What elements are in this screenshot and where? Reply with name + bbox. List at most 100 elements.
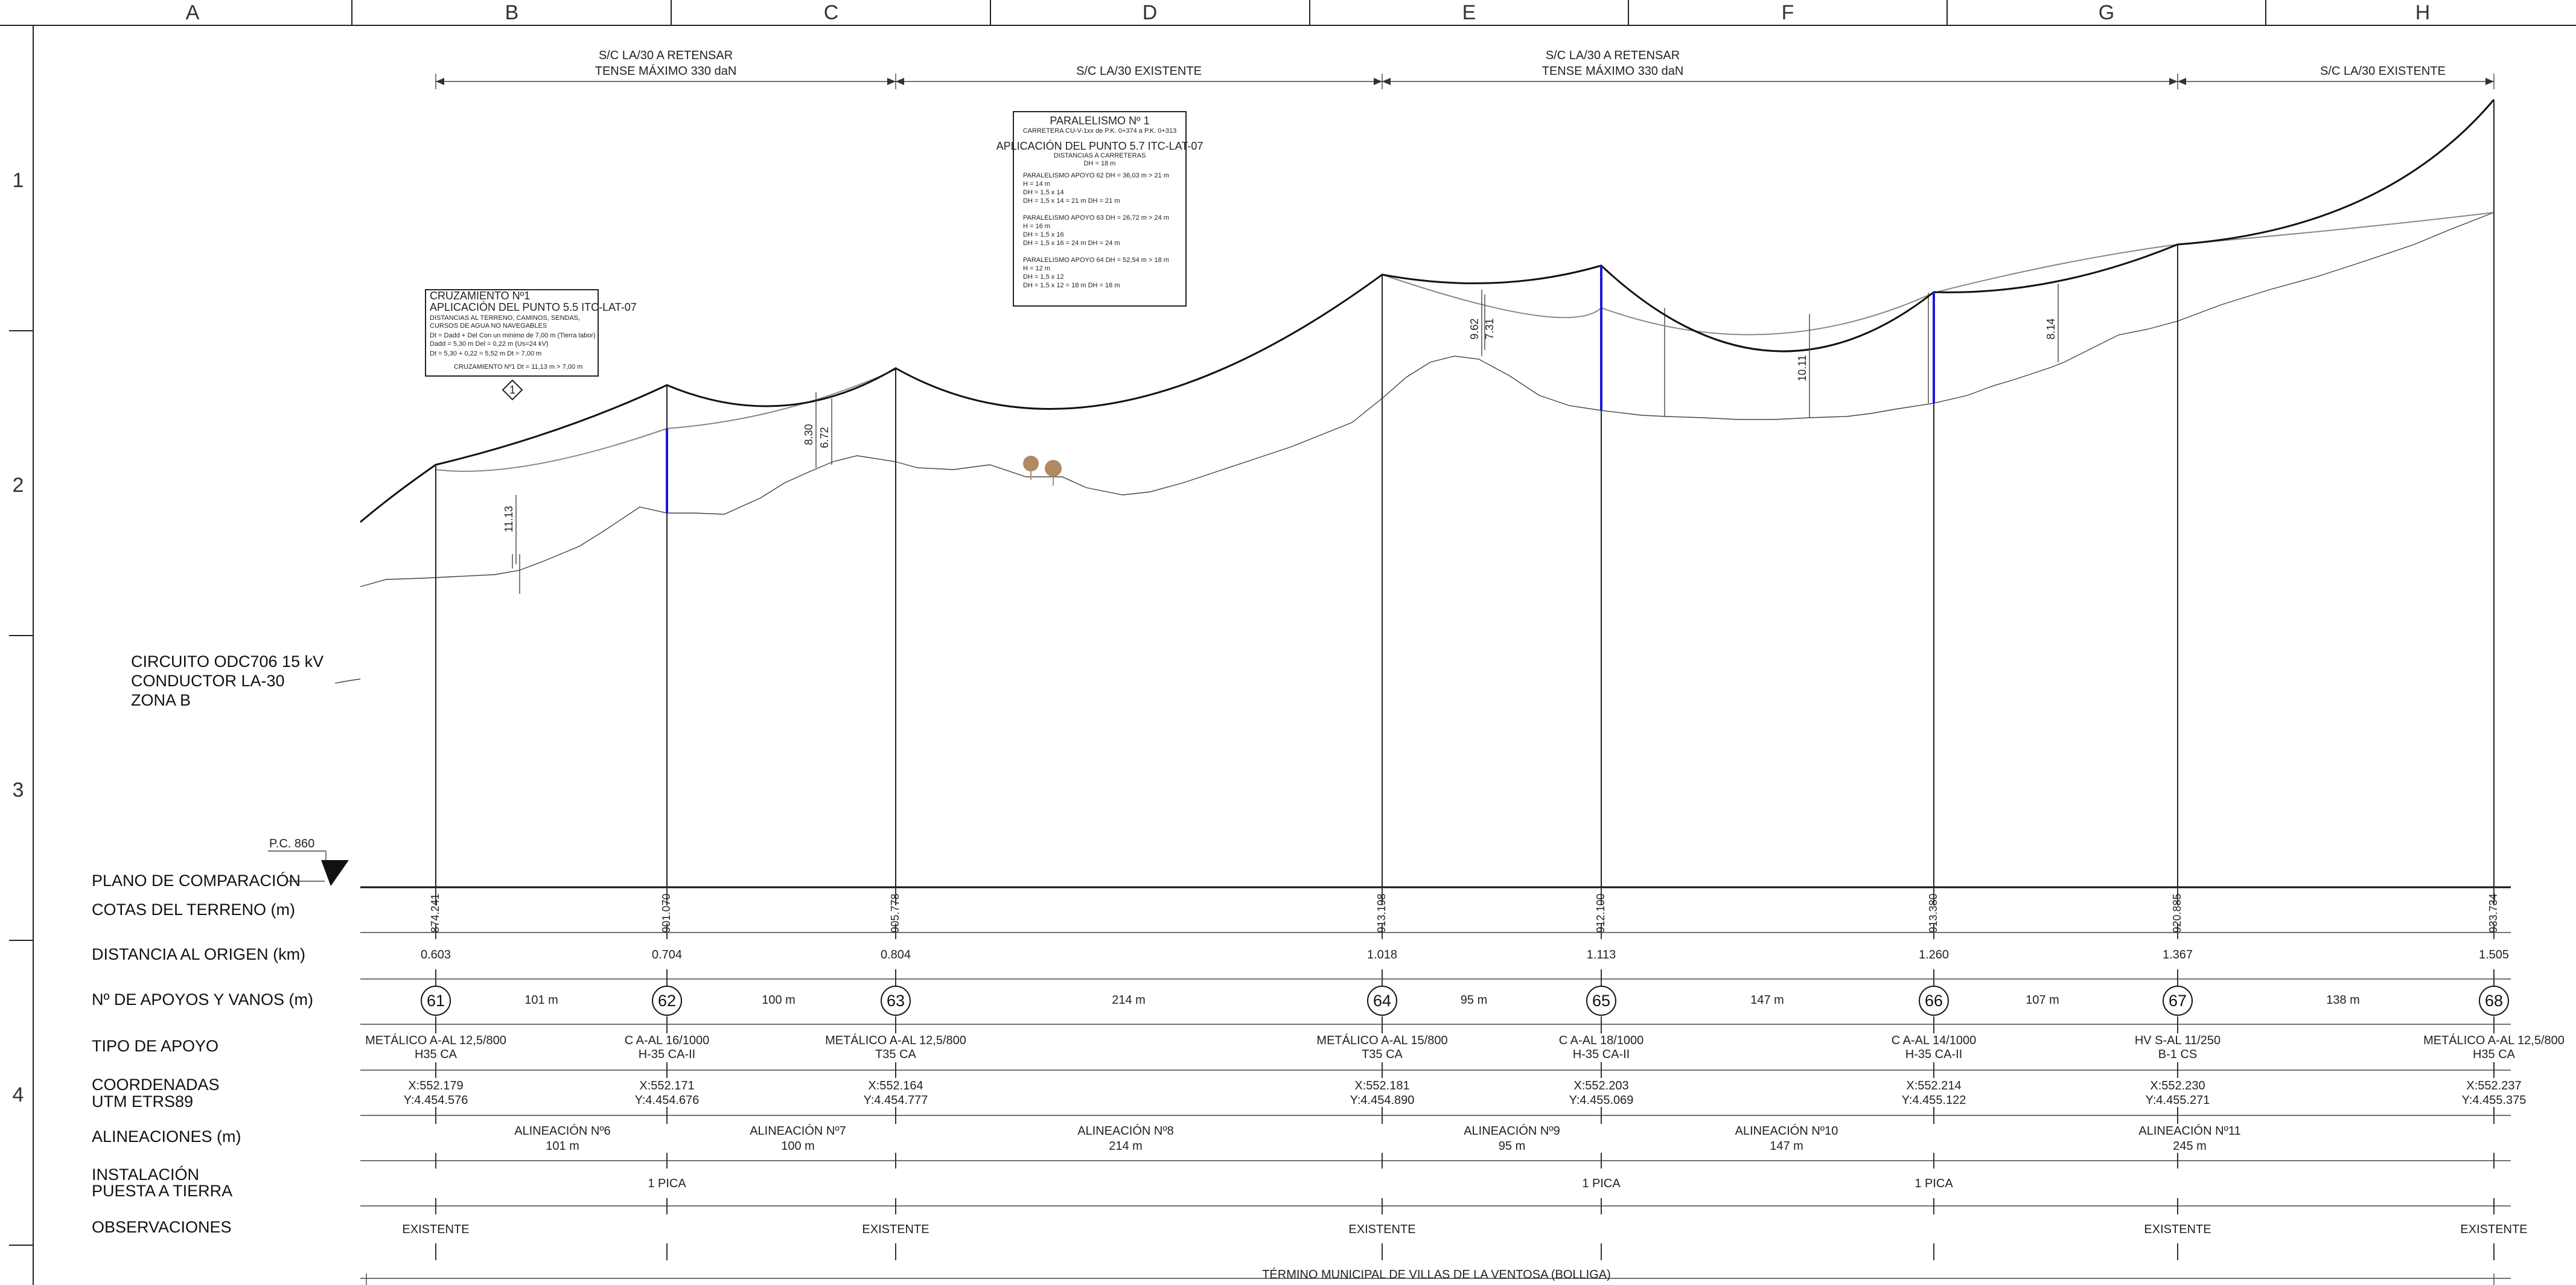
circuit-line-3: ZONA B [131,691,191,709]
alignment-7-length: 100 m [781,1140,815,1153]
support-type-63: METÁLICO A-AL 12,5/800 [825,1033,966,1047]
support-type-62: C A-AL 16/1000 [625,1034,709,1047]
parallel-g3-l4: DH = 1,5 x 12 = 18 m DH = 18 m [1023,282,1120,289]
crossing-line-5: Dt = 5,30 + 0,22 = 5,52 m Dt = 7,00 m [430,350,541,357]
alignment-labels: ALINEACIÓN Nº6 101 m ALINEACIÓN Nº7 100 … [514,1124,2240,1153]
observation-64: EXISTENTE [1348,1223,1415,1236]
coord-y-63: Y:4.454.777 [864,1094,928,1107]
parallel-g3-l1: PARALELISMO APOYO 64 DH = 52,54 m > 18 m [1023,257,1169,264]
municipality-label: TÉRMINO MUNICIPAL DE VILLAS DE LA VENTOS… [1262,1267,1611,1281]
parallel-g3-l3: DH = 1,5 x 12 [1023,273,1064,281]
crossing-line-2: CURSOS DE AGUA NO NAVEGABLES [430,322,547,330]
support-type-code-63: T35 CA [875,1048,916,1061]
coord-y-66: Y:4.455.122 [1902,1094,1966,1107]
clearance-2: 8.30 [803,424,815,445]
coord-x-63: X:552.164 [868,1079,923,1092]
support-circle-67 [2163,986,2193,1016]
alignment-7-name: ALINEACIÓN Nº7 [750,1124,846,1138]
support-type-code-65: H-35 CA-II [1573,1048,1630,1061]
parallel-g1-l2: H = 14 m [1023,180,1050,188]
terrain-elevation-63: 905.778 [889,893,901,933]
support-number-68: 68 [2485,992,2503,1010]
row-coordenadas: COORDENADAS [92,1076,220,1094]
parallel-g3-l2: H = 12 m [1023,265,1050,272]
support-circle-63 [881,986,911,1016]
row-label-1: 1 [13,169,24,192]
column-label-d: D [1143,1,1158,24]
section-2-line1: S/C LA/30 EXISTENTE [1076,65,1202,78]
support-type-64: METÁLICO A-AL 15/800 [1316,1033,1447,1047]
observation-68: EXISTENTE [2460,1223,2527,1236]
support-circle-64 [1367,986,1397,1016]
support-number-67: 67 [2169,992,2187,1010]
span-lengths: 101 m 100 m 214 m 95 m 147 m 107 m 138 m [524,993,2360,1007]
terrain-elevation-64: 913.198 [1376,893,1388,933]
coord-x-67: X:552.230 [2150,1079,2205,1092]
observation-67: EXISTENTE [2144,1223,2211,1236]
alignment-9-name: ALINEACIÓN Nº9 [1464,1124,1560,1138]
coord-y-68: Y:4.455.375 [2462,1094,2527,1107]
parallel-subtitle: CARRETERA CU-V-1xx de P.K. 0+374 a P.K. … [1023,127,1177,135]
distance-origin-61: 0.603 [421,948,451,961]
support-number-65: 65 [1592,992,1610,1010]
row-instalacion: INSTALACIÓN [92,1165,199,1184]
grounding-62: 1 PICA [648,1177,686,1190]
coord-x-65: X:552.203 [1573,1079,1628,1092]
support-type-code-61: H35 CA [415,1048,457,1061]
row-cotas: COTAS DEL TERRENO (m) [92,901,295,919]
terrain-elevation-68: 933.734 [2487,893,2499,933]
terrain-elevation-65: 912.100 [1595,893,1607,933]
support-number-66: 66 [1925,992,1943,1010]
column-label-b: B [505,1,519,24]
row-plano-comparacion: PLANO DE COMPARACIÓN [92,871,301,890]
span-61-62: 101 m [524,993,558,1007]
row-alineaciones: ALINEACIONES (m) [92,1127,241,1146]
distance-origin-63: 0.804 [881,948,911,961]
coord-y-65: Y:4.455.069 [1569,1094,1634,1107]
support-type-code-62: H-35 CA-II [639,1048,695,1061]
crossing-annotation-box: CRUZAMIENTO Nº1 APLICACIÓN DEL PUNTO 5.5… [425,289,637,401]
row-distancia: DISTANCIA AL ORIGEN (km) [92,945,305,963]
clearance-7: 8.14 [2045,318,2057,339]
coord-y-64: Y:4.454.890 [1350,1094,1415,1107]
circuit-label: CIRCUITO ODC706 15 kV CONDUCTOR LA-30 ZO… [131,652,361,709]
crossing-heading: APLICACIÓN DEL PUNTO 5.5 ITC-LAT-07 [430,301,637,313]
alignment-8-name: ALINEACIÓN Nº8 [1077,1124,1174,1138]
table-row-labels: PLANO DE COMPARACIÓN COTAS DEL TERRENO (… [92,871,313,1236]
section-1-line1: S/C LA/30 A RETENSAR [599,49,733,62]
parallel-g1-l3: DH = 1,5 x 14 [1023,189,1064,196]
support-type-code-67: B-1 CS [2158,1048,2197,1061]
section-3-line1: S/C LA/30 A RETENSAR [1546,49,1680,62]
coord-x-66: X:552.214 [1906,1079,1961,1092]
comparison-plane-label: P.C. 860 [269,837,314,850]
support-type-66: C A-AL 14/1000 [1892,1034,1976,1047]
support-number-62: 62 [658,992,676,1010]
alignment-11-name: ALINEACIÓN Nº11 [2138,1124,2240,1138]
support-type-code-68: H35 CA [2473,1048,2516,1061]
support-type-61: METÁLICO A-AL 12,5/800 [365,1033,506,1047]
parallel-g2-l2: H = 16 m [1023,223,1050,230]
section-4-line1: S/C LA/30 EXISTENTE [2320,65,2446,78]
row-puesta-tierra: PUESTA A TIERRA [92,1182,232,1200]
terrain-elevation-67: 920.885 [2171,893,2183,933]
parallel-g2-l4: DH = 1,5 x 16 = 24 m DH = 24 m [1023,240,1120,247]
alignment-8-length: 214 m [1109,1140,1143,1153]
column-label-a: A [186,1,200,24]
alignment-6-name: ALINEACIÓN Nº6 [514,1124,611,1138]
column-label-h: H [2415,1,2431,24]
support-type-code-64: T35 CA [1362,1048,1403,1061]
column-label-g: G [2099,1,2114,24]
support-circle-62 [652,986,682,1016]
parallel-title: PARALELISMO Nº 1 [1050,115,1149,127]
support-circle-68 [2479,986,2509,1016]
clearance-dimensions: 11.13 8.30 6.72 9.62 7.31 10.11 8.14 [503,284,2059,564]
clearance-1: 11.13 [503,506,515,532]
coord-y-62: Y:4.454.676 [635,1094,700,1107]
distance-origin-64: 1.018 [1367,948,1397,961]
support-number-63: 63 [887,992,905,1010]
alignment-10-length: 147 m [1770,1140,1803,1153]
tree-icons [1023,456,1062,486]
coord-x-62: X:552.171 [639,1079,694,1092]
